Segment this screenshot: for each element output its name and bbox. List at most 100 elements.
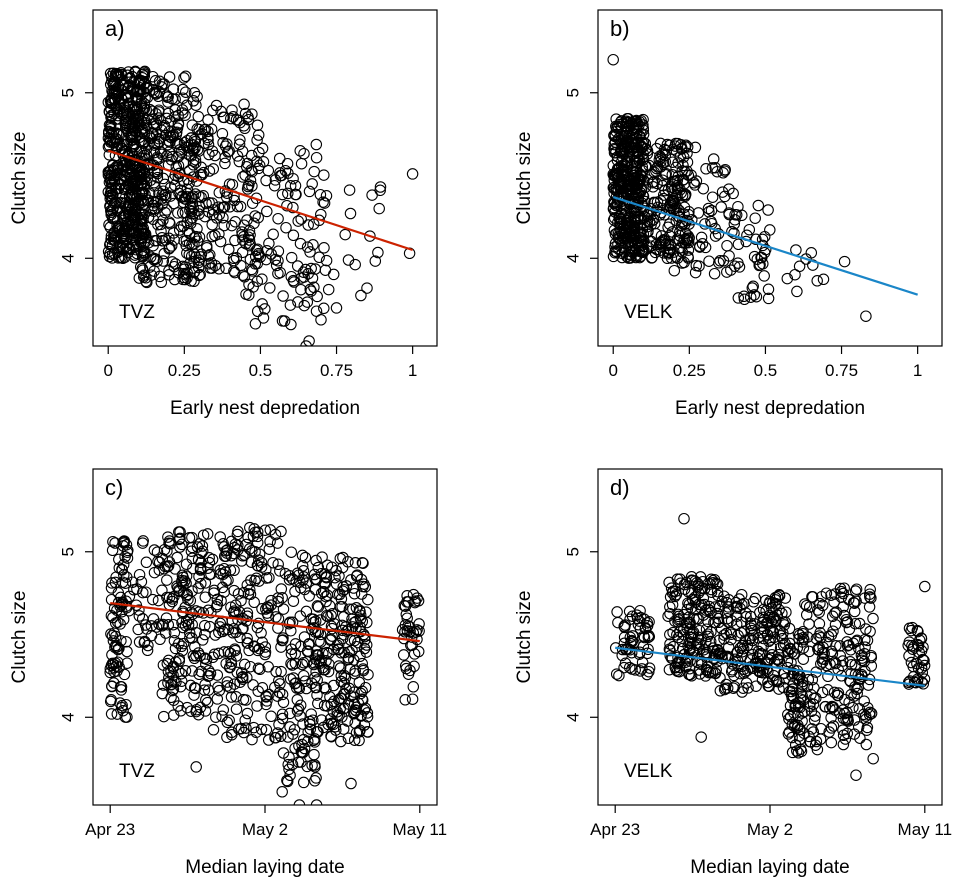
data-point bbox=[732, 200, 744, 213]
data-point bbox=[106, 248, 119, 261]
data-point bbox=[350, 727, 363, 739]
data-point bbox=[793, 629, 806, 641]
data-point bbox=[310, 138, 323, 151]
data-point bbox=[229, 266, 241, 279]
data-point bbox=[800, 609, 813, 621]
data-point bbox=[728, 680, 741, 693]
data-point bbox=[322, 283, 335, 296]
data-point bbox=[172, 159, 185, 172]
data-point bbox=[285, 270, 298, 283]
data-point bbox=[864, 591, 876, 603]
x-tick-label: 0.75 bbox=[320, 361, 353, 380]
data-point bbox=[310, 305, 323, 317]
data-point bbox=[230, 691, 242, 703]
data-point bbox=[360, 639, 373, 651]
data-point bbox=[202, 134, 214, 146]
data-point bbox=[200, 694, 212, 706]
data-point bbox=[336, 711, 348, 723]
data-point bbox=[150, 108, 162, 120]
data-point bbox=[241, 632, 253, 645]
data-point bbox=[217, 568, 229, 580]
data-point bbox=[295, 157, 308, 170]
data-point bbox=[337, 723, 350, 735]
data-point bbox=[860, 738, 873, 751]
data-point bbox=[213, 228, 225, 240]
data-point bbox=[156, 198, 168, 210]
x-tick-label: 1 bbox=[913, 361, 922, 380]
data-point bbox=[738, 293, 751, 306]
data-point bbox=[228, 622, 240, 635]
data-point bbox=[294, 145, 306, 157]
data-point bbox=[700, 163, 712, 175]
data-point bbox=[318, 242, 330, 254]
data-point bbox=[274, 167, 286, 179]
data-point bbox=[315, 587, 328, 600]
data-point bbox=[234, 200, 247, 213]
data-point bbox=[329, 720, 342, 733]
data-point bbox=[754, 647, 767, 660]
data-point bbox=[330, 302, 343, 314]
data-point bbox=[289, 179, 302, 192]
data-point bbox=[108, 662, 120, 674]
data-point bbox=[369, 255, 382, 267]
data-point bbox=[147, 127, 159, 140]
data-point bbox=[230, 703, 243, 715]
data-point bbox=[172, 118, 185, 131]
data-point bbox=[764, 224, 776, 236]
data-point bbox=[807, 726, 820, 738]
data-point bbox=[682, 252, 694, 264]
data-point bbox=[801, 680, 814, 693]
data-point bbox=[189, 135, 202, 148]
data-point bbox=[197, 166, 210, 179]
data-point bbox=[196, 634, 209, 646]
data-point bbox=[410, 626, 422, 638]
data-point bbox=[102, 96, 115, 108]
y-tick-label: 5 bbox=[563, 88, 582, 97]
data-point bbox=[215, 105, 227, 118]
data-point bbox=[296, 549, 309, 562]
data-point bbox=[217, 136, 229, 149]
data-point bbox=[672, 610, 685, 623]
data-point bbox=[254, 251, 267, 263]
data-point bbox=[615, 144, 628, 156]
data-point bbox=[690, 259, 703, 272]
data-point bbox=[102, 132, 115, 144]
data-point bbox=[735, 627, 747, 639]
data-point bbox=[136, 537, 149, 549]
data-point bbox=[244, 174, 257, 187]
data-point bbox=[362, 593, 374, 606]
data-point bbox=[196, 545, 209, 558]
data-point bbox=[239, 107, 252, 120]
data-point bbox=[318, 197, 331, 209]
data-point bbox=[158, 710, 170, 723]
data-point bbox=[179, 70, 192, 83]
data-point bbox=[237, 171, 249, 183]
data-point bbox=[231, 200, 244, 213]
data-point bbox=[273, 674, 285, 687]
data-point bbox=[401, 612, 413, 624]
data-point bbox=[311, 625, 323, 637]
data-point bbox=[345, 777, 357, 790]
data-point bbox=[160, 204, 173, 216]
data-point bbox=[256, 273, 268, 285]
data-point bbox=[302, 267, 314, 280]
data-point bbox=[110, 67, 122, 80]
data-point bbox=[607, 53, 619, 66]
data-point bbox=[190, 230, 202, 243]
data-point bbox=[774, 642, 787, 654]
data-point bbox=[916, 666, 929, 679]
data-point bbox=[311, 689, 323, 701]
data-point bbox=[682, 597, 694, 609]
data-point bbox=[214, 531, 226, 543]
data-point bbox=[187, 155, 200, 167]
data-point bbox=[740, 607, 752, 619]
data-point bbox=[153, 75, 166, 88]
data-point bbox=[133, 85, 146, 97]
data-point bbox=[752, 645, 765, 658]
data-point bbox=[133, 117, 145, 129]
data-point bbox=[246, 545, 258, 557]
data-point bbox=[737, 682, 749, 694]
data-point bbox=[828, 686, 841, 699]
data-point bbox=[218, 219, 230, 232]
data-point bbox=[102, 245, 115, 258]
